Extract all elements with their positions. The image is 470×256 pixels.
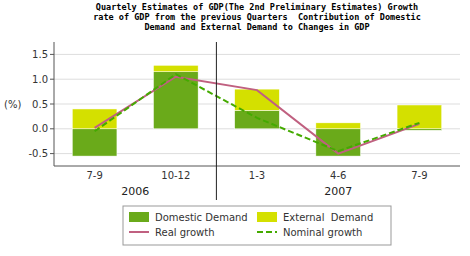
y-tick-label: 0.5 bbox=[32, 99, 48, 110]
legend-swatch bbox=[129, 231, 149, 233]
y-tick bbox=[50, 153, 54, 154]
y-tick-label: 1.0 bbox=[32, 74, 48, 85]
title-line: Demand and External Demand to Changes in… bbox=[144, 22, 369, 32]
line bbox=[95, 77, 420, 154]
grid-line bbox=[54, 79, 460, 80]
bar bbox=[235, 110, 280, 128]
legend-swatch bbox=[257, 231, 277, 233]
y-ticks: -0.5 0.0 0.5 1.0 1.5 bbox=[28, 49, 54, 159]
bar bbox=[153, 65, 198, 71]
y-tick bbox=[50, 128, 54, 129]
bar bbox=[235, 89, 280, 110]
x-tick-label: 1-3 bbox=[249, 170, 265, 181]
x-tick-label: 7-9 bbox=[86, 170, 102, 181]
bar bbox=[72, 129, 117, 156]
chart: Quartely Estimates of GDP(The 2nd Prelim… bbox=[0, 0, 470, 256]
legend: Domestic Demand External Demand Real growt… bbox=[123, 206, 391, 245]
x-tick-label: 10-12 bbox=[161, 170, 190, 181]
y-tick-label: -0.5 bbox=[28, 148, 48, 159]
legend-label: Nominal growth bbox=[283, 227, 362, 238]
year-label: 2007 bbox=[324, 185, 352, 198]
x-axis bbox=[54, 166, 460, 167]
bar bbox=[397, 105, 442, 129]
legend-label: Domestic Demand bbox=[155, 212, 248, 223]
legend-label: External Demand bbox=[283, 212, 373, 223]
title-line: Quartely Estimates of GDP(The 2nd Prelim… bbox=[96, 2, 418, 12]
y-axis-label: (%) bbox=[4, 99, 21, 110]
y-axis bbox=[54, 42, 55, 166]
grid-line bbox=[54, 54, 460, 55]
title-line: rate of GDP from the previous Quarters C… bbox=[93, 12, 421, 22]
y-tick-label: 0.0 bbox=[32, 123, 48, 134]
legend-label: Real growth bbox=[155, 227, 215, 238]
line bbox=[95, 74, 420, 151]
bar bbox=[316, 123, 361, 129]
x-tick-label: 4-6 bbox=[330, 170, 346, 181]
legend-swatch bbox=[257, 212, 277, 222]
y-tick bbox=[50, 79, 54, 80]
divider bbox=[216, 42, 217, 200]
plot-area bbox=[72, 65, 441, 156]
year-label: 2006 bbox=[121, 185, 149, 198]
y-tick bbox=[50, 104, 54, 105]
y-tick-label: 1.5 bbox=[32, 49, 48, 60]
title: Quartely Estimates of GDP(The 2nd Prelim… bbox=[93, 2, 421, 32]
legend-box bbox=[123, 206, 391, 245]
y-tick bbox=[50, 54, 54, 55]
x-tick-label: 7-9 bbox=[411, 170, 427, 181]
bar bbox=[153, 72, 198, 129]
legend-swatch bbox=[129, 212, 149, 222]
